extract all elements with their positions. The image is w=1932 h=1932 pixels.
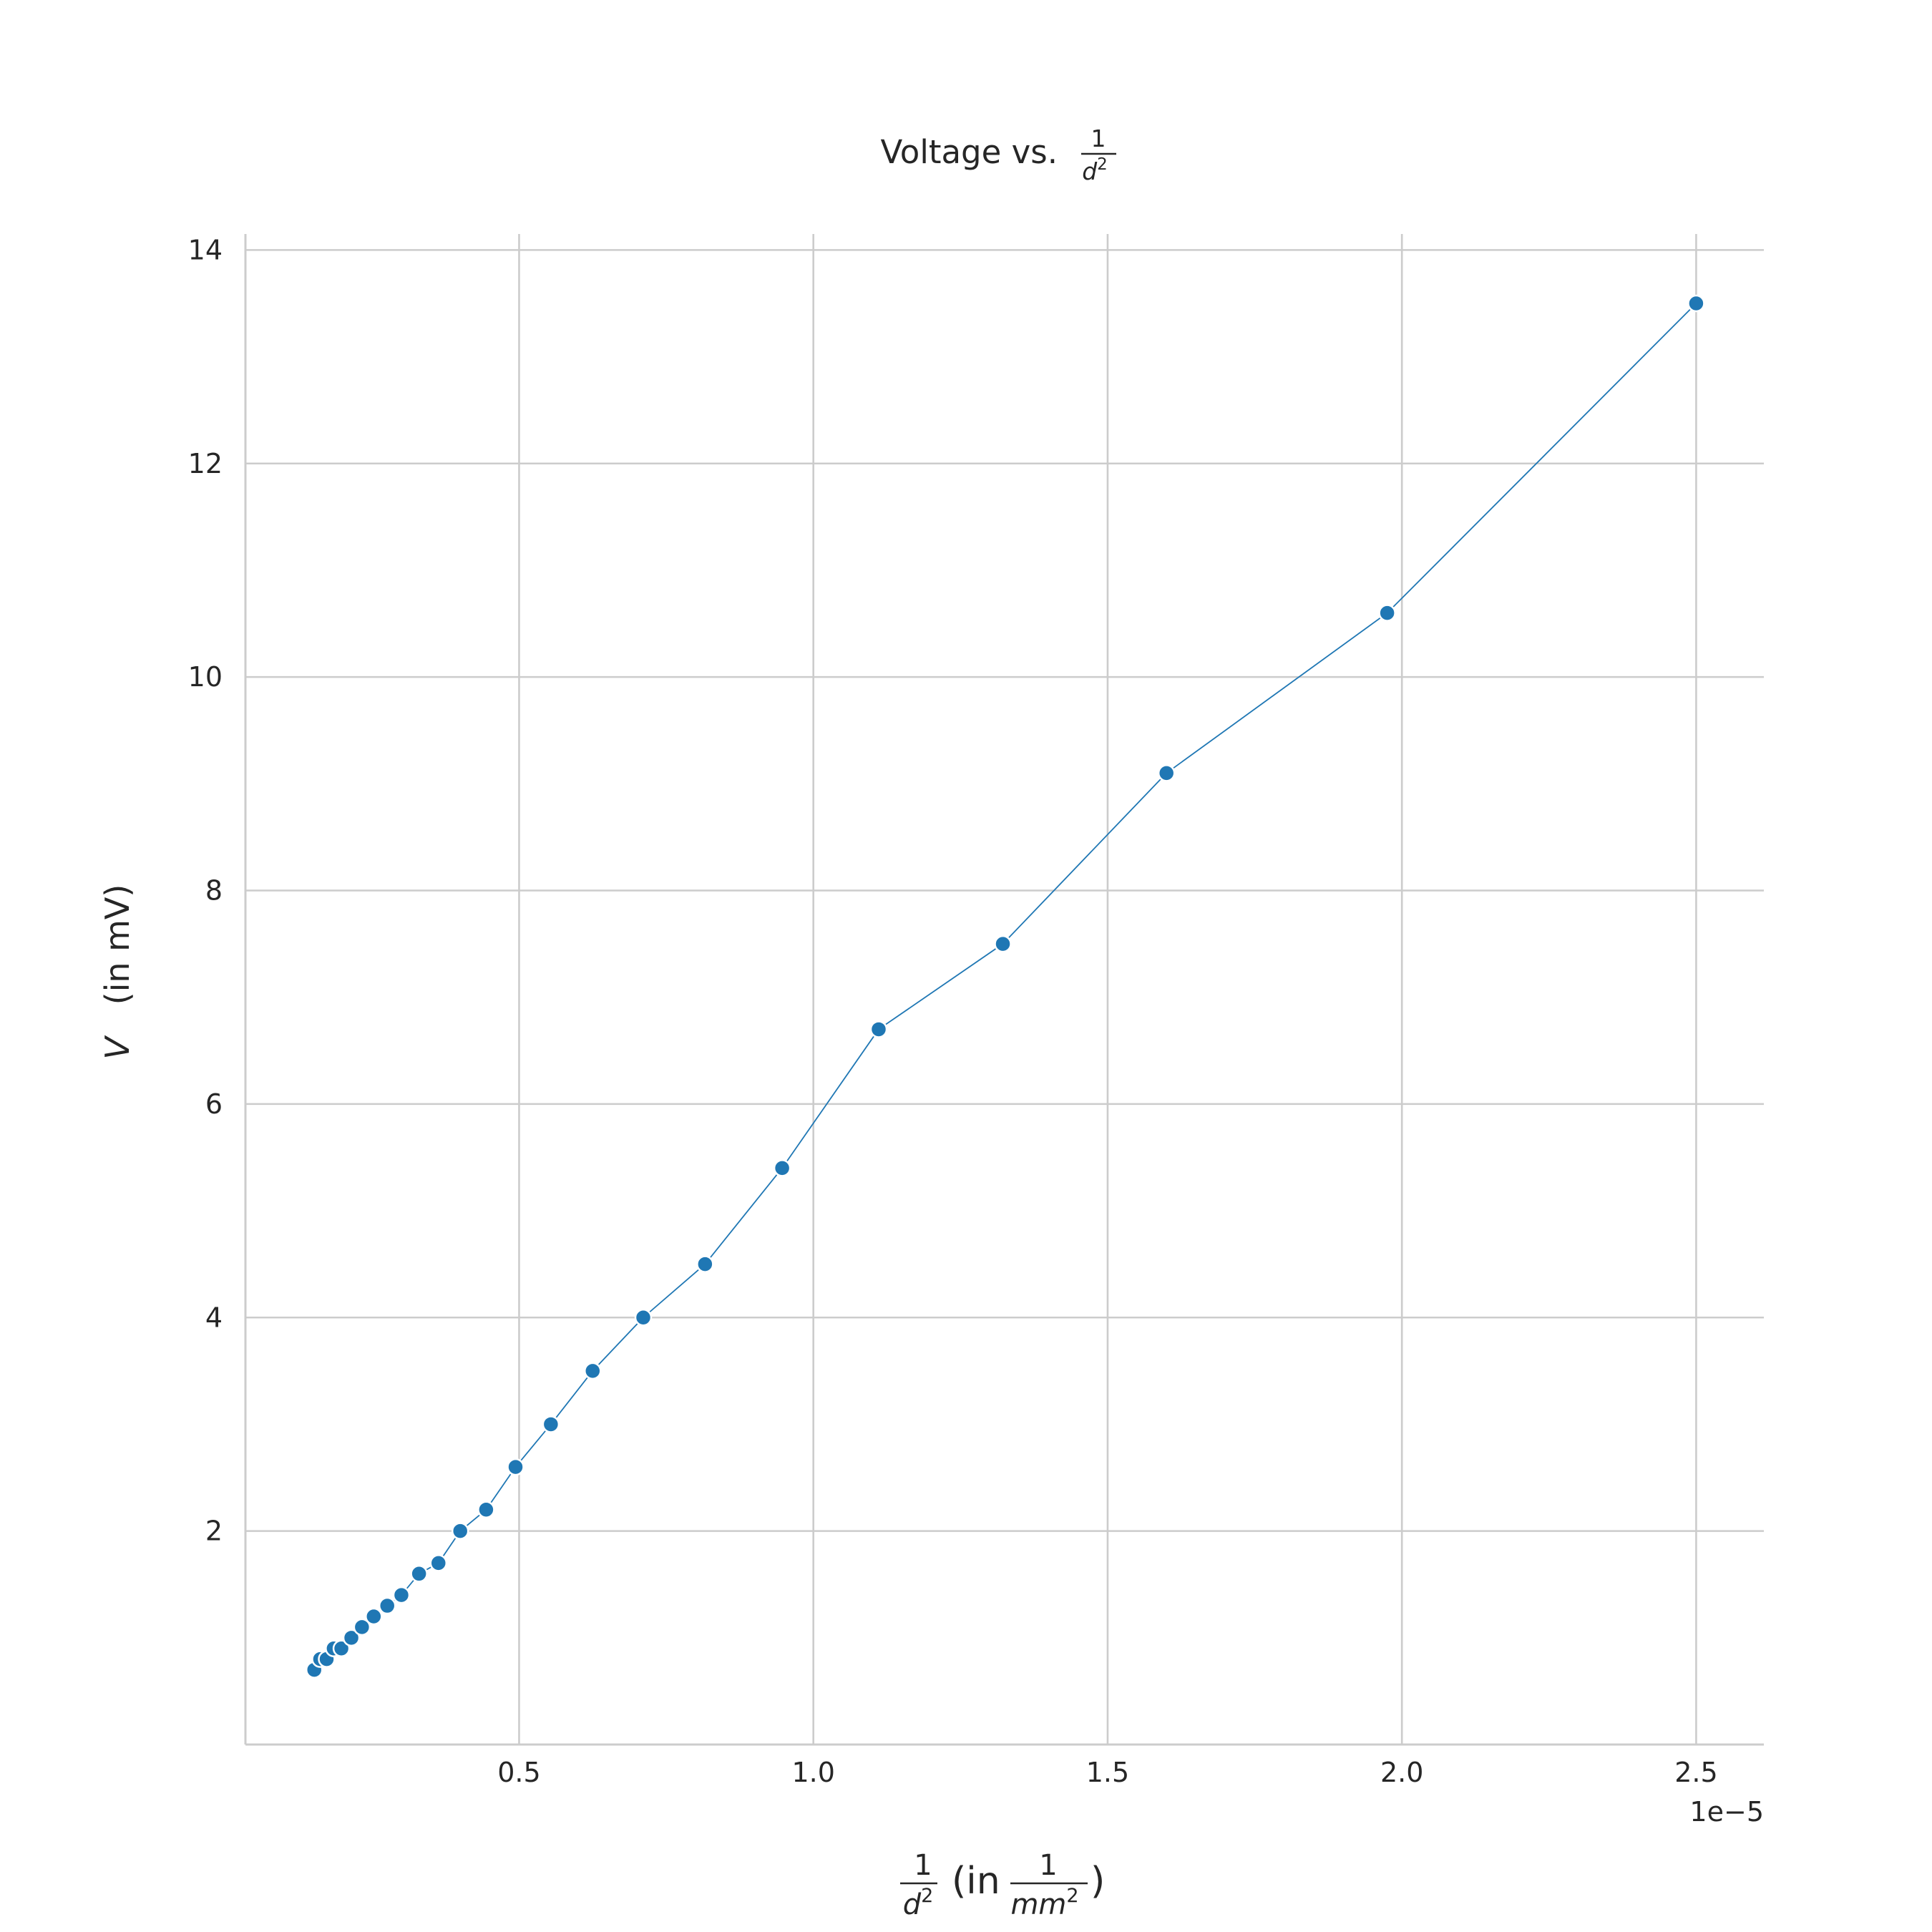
data-point — [507, 1458, 525, 1476]
data-point — [378, 1596, 396, 1615]
title-prefix: Voltage vs. — [881, 133, 1058, 171]
data-point — [1687, 294, 1705, 313]
data-point — [869, 1020, 888, 1038]
x-axis-label: 1 d2 (in 1 mm2 ) — [900, 1849, 1105, 1921]
data-point — [392, 1586, 411, 1604]
data-point — [696, 1255, 714, 1273]
y-tick-label: 14 — [188, 234, 223, 265]
title-frac-numerator: 1 — [1091, 125, 1106, 152]
data-point — [429, 1554, 448, 1572]
x-tick-label: 0.5 — [497, 1757, 540, 1788]
chart-title: Voltage vs. 1 d2 — [881, 125, 1116, 185]
data-point — [477, 1501, 495, 1519]
data-point — [410, 1565, 428, 1583]
data-point — [994, 935, 1012, 953]
data-point — [542, 1415, 560, 1433]
title-frac-denominator: d2 — [1082, 155, 1108, 185]
x-tick-label: 1.5 — [1086, 1757, 1129, 1788]
y-axis-label: V (in mV) — [98, 884, 137, 1060]
data-point — [451, 1522, 469, 1540]
data-point — [584, 1362, 602, 1380]
data-point — [634, 1309, 653, 1327]
x-label-suffix: ) — [1091, 1860, 1105, 1903]
y-tick-label: 10 — [188, 661, 223, 693]
data-point — [773, 1159, 791, 1177]
x-axis-offset-label: 1e−5 — [1689, 1796, 1764, 1828]
tick-labels: 0.5 1.0 1.5 2.0 2.5 2 4 6 8 10 12 14 — [188, 234, 1718, 1788]
x-label-middle: (in — [952, 1860, 1000, 1903]
y-axis-unit: (in mV) — [98, 884, 137, 1005]
y-tick-label: 6 — [205, 1088, 223, 1120]
y-tick-label: 2 — [205, 1516, 223, 1547]
data-point — [1157, 764, 1176, 782]
data-point — [332, 1639, 351, 1657]
x-tick-label: 2.0 — [1380, 1757, 1423, 1788]
axes — [244, 234, 1764, 1746]
y-axis-variable: V — [98, 1035, 137, 1060]
x-label-unit-numerator: 1 — [1039, 1849, 1057, 1882]
y-tick-label: 12 — [188, 448, 223, 479]
data-point — [1378, 604, 1396, 622]
data-point — [365, 1607, 383, 1626]
x-label-frac-denominator: d2 — [903, 1885, 934, 1921]
data-point — [353, 1618, 371, 1636]
grid-lines — [245, 234, 1764, 1745]
x-label-frac-numerator: 1 — [914, 1849, 932, 1882]
data-point — [342, 1629, 361, 1647]
x-label-unit-denominator: mm2 — [1010, 1885, 1078, 1921]
x-tick-label: 2.5 — [1674, 1757, 1717, 1788]
data-series — [305, 294, 1705, 1679]
y-tick-label: 4 — [205, 1302, 223, 1333]
x-tick-label: 1.0 — [791, 1757, 834, 1788]
y-tick-label: 8 — [205, 875, 223, 907]
